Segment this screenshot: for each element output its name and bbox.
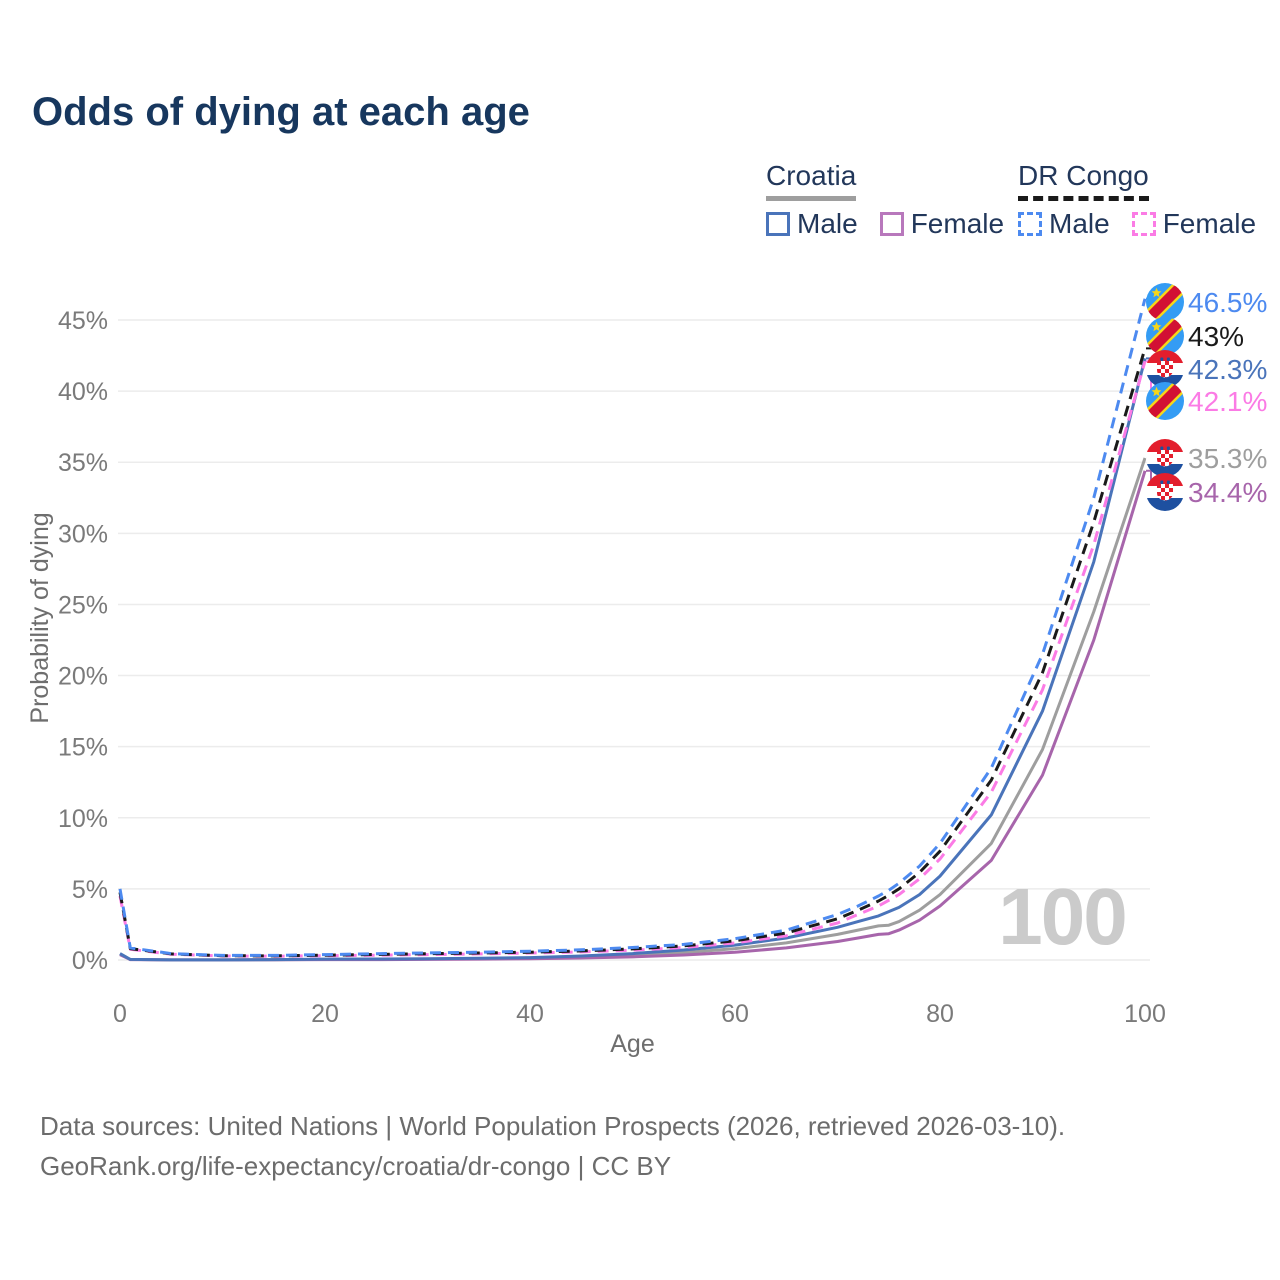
y-tick-label: 30% (58, 520, 108, 548)
x-axis-title: Age (610, 1030, 654, 1058)
watermark-age-100: 100 (998, 872, 1125, 961)
legend-drcongo-male-label: Male (1049, 208, 1110, 239)
croatia-male-checkbox[interactable] (766, 212, 790, 236)
page-title: Odds of dying at each age (32, 90, 530, 134)
end-label-drcongo-both: 43% (1188, 321, 1244, 352)
series-line-drcongo-both (118, 347, 1147, 958)
croatia-flag-icon (1146, 439, 1184, 477)
end-label-croatia-male: 42.3% (1188, 354, 1267, 385)
drcongo-female-checkbox[interactable] (1131, 212, 1156, 236)
series-line-drcongo-male (118, 298, 1147, 957)
croatia-female-checkbox[interactable] (879, 212, 904, 236)
end-label-drcongo-male: 46.5% (1188, 287, 1267, 318)
drcongo-male-checkbox[interactable] (1018, 212, 1042, 236)
end-label-croatia-both: 35.3% (1188, 443, 1267, 474)
legend-drcongo-male-toggle[interactable]: Male (1018, 208, 1110, 240)
legend-drcongo-female-label: Female (1162, 208, 1257, 239)
footer-attribution-url: GeoRank.org/life-expectancy/croatia/dr-c… (40, 1151, 672, 1181)
legend: Croatia Male Female DR Congo Male (0, 160, 1280, 250)
legend-croatia-title: Croatia (766, 160, 857, 201)
end-label-croatia-female: 34.4% (1188, 477, 1267, 508)
y-tick-label: 45% (58, 307, 108, 335)
x-tick-label: 80 (926, 1000, 954, 1028)
footer: Data sources: United Nations | World Pop… (40, 1106, 1065, 1186)
x-tick-label: 40 (516, 1000, 544, 1028)
croatia-flag-icon (1146, 473, 1184, 511)
legend-croatia-female-label: Female (910, 208, 1005, 239)
legend-drcongo-female-toggle[interactable]: Female (1131, 208, 1257, 240)
legend-croatia-rows: Male Female (766, 208, 1004, 240)
end-label-drcongo-female: 42.1% (1188, 386, 1267, 417)
y-tick-label: 25% (58, 591, 108, 619)
y-tick-label: 0% (72, 947, 108, 975)
x-tick-label: 0 (113, 1000, 127, 1028)
y-tick-label: 5% (72, 876, 108, 904)
y-tick-label: 20% (58, 663, 108, 691)
footer-data-sources: Data sources: United Nations | World Pop… (40, 1111, 1066, 1141)
legend-croatia-male-label: Male (797, 208, 858, 239)
legend-croatia-female-toggle[interactable]: Female (879, 208, 1005, 240)
x-tick-label: 20 (311, 1000, 339, 1028)
legend-croatia-male-toggle[interactable]: Male (766, 208, 858, 240)
y-tick-label: 35% (58, 449, 108, 477)
legend-group-drcongo: DR Congo Male Female (1018, 160, 1256, 240)
y-tick-label: 15% (58, 734, 108, 762)
series-line-croatia-male (119, 358, 1147, 962)
y-tick-label: 10% (58, 805, 108, 833)
series-line-drcongo-female (118, 360, 1147, 958)
legend-drcongo-rows: Male Female (1018, 208, 1256, 240)
x-tick-label: 60 (721, 1000, 749, 1028)
y-axis-title: Probability of dying (26, 512, 54, 723)
series-line-croatia-female (119, 470, 1147, 962)
x-tick-label: 100 (1124, 1000, 1166, 1028)
legend-drcongo-title: DR Congo (1018, 160, 1149, 201)
legend-group-croatia: Croatia Male Female (766, 160, 1004, 240)
y-tick-label: 40% (58, 378, 108, 406)
